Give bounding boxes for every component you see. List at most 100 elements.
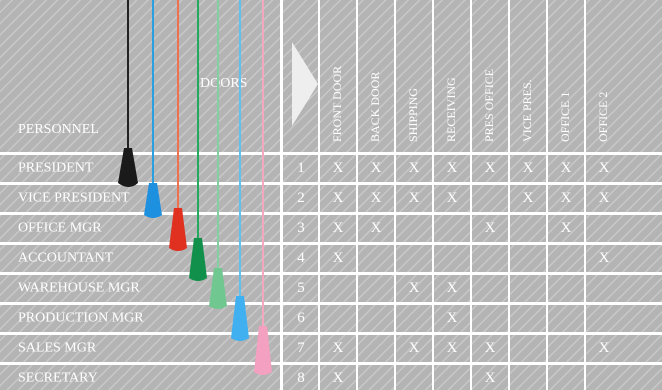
access-cell bbox=[320, 305, 356, 332]
access-mark: X bbox=[447, 160, 458, 176]
row-number-cell bbox=[283, 335, 318, 362]
access-mark: X bbox=[447, 310, 458, 326]
access-cell bbox=[586, 215, 662, 242]
access-cell bbox=[586, 335, 662, 362]
row-name: OFFICE MGR bbox=[18, 221, 102, 236]
row-name-cell bbox=[0, 335, 280, 362]
column-header bbox=[548, 0, 584, 152]
access-cell bbox=[320, 365, 356, 390]
column-header bbox=[510, 0, 546, 152]
access-cell bbox=[586, 245, 662, 272]
access-cell bbox=[586, 305, 662, 332]
access-mark: X bbox=[485, 160, 496, 176]
access-mark: X bbox=[485, 340, 496, 356]
access-cell bbox=[434, 215, 470, 242]
key-tags bbox=[118, 0, 272, 375]
access-mark: X bbox=[333, 220, 344, 236]
row-name-cell bbox=[0, 245, 280, 272]
row-number-cell bbox=[283, 365, 318, 390]
access-mark: X bbox=[333, 250, 344, 266]
access-cell bbox=[548, 215, 584, 242]
row-number: 8 bbox=[297, 370, 305, 386]
access-mark: X bbox=[561, 220, 572, 236]
row-name: ACCOUNTANT bbox=[18, 251, 114, 266]
access-cell bbox=[358, 275, 394, 302]
access-mark: X bbox=[447, 190, 458, 206]
column-header bbox=[472, 0, 508, 152]
row-number-cell bbox=[283, 275, 318, 302]
access-cell bbox=[320, 275, 356, 302]
access-mark: X bbox=[371, 190, 382, 206]
column-label: OFFICE 2 bbox=[596, 92, 610, 142]
access-cell bbox=[434, 365, 470, 390]
access-cell bbox=[396, 185, 432, 212]
row-name: WAREHOUSE MGR bbox=[18, 281, 140, 296]
row-number: 5 bbox=[297, 280, 305, 296]
row-name: SECRETARY bbox=[18, 371, 98, 386]
access-cell bbox=[396, 335, 432, 362]
access-mark: X bbox=[333, 370, 344, 386]
row-number: 4 bbox=[297, 250, 305, 266]
access-cell bbox=[434, 155, 470, 182]
column-label: BACK DOOR bbox=[368, 72, 382, 142]
access-cell bbox=[510, 335, 546, 362]
access-cell bbox=[358, 335, 394, 362]
access-cell bbox=[396, 275, 432, 302]
access-mark: X bbox=[599, 340, 610, 356]
access-cell bbox=[396, 155, 432, 182]
access-cell bbox=[510, 275, 546, 302]
access-cell bbox=[548, 305, 584, 332]
access-cell bbox=[548, 275, 584, 302]
access-cell bbox=[434, 335, 470, 362]
access-cell bbox=[510, 215, 546, 242]
access-cell bbox=[358, 155, 394, 182]
column-header bbox=[586, 0, 662, 152]
access-cell bbox=[586, 185, 662, 212]
access-cell bbox=[548, 245, 584, 272]
personnel-label: PERSONNEL bbox=[18, 122, 99, 137]
access-cell bbox=[434, 185, 470, 212]
access-mark: X bbox=[523, 160, 534, 176]
access-cell bbox=[510, 305, 546, 332]
access-cell bbox=[586, 155, 662, 182]
row-number: 7 bbox=[297, 340, 305, 356]
row-number-cell bbox=[283, 245, 318, 272]
access-cell bbox=[434, 305, 470, 332]
row-number-cell bbox=[283, 215, 318, 242]
access-mark: X bbox=[409, 190, 420, 206]
access-cell bbox=[434, 245, 470, 272]
arrow bbox=[292, 42, 318, 126]
access-cell bbox=[548, 335, 584, 362]
row-name: SALES MGR bbox=[18, 341, 97, 356]
access-cell bbox=[472, 185, 508, 212]
doors-label: DOORS bbox=[200, 76, 247, 91]
access-cell bbox=[320, 155, 356, 182]
column-label: PRES OFFICE bbox=[482, 69, 496, 142]
row-number-cell bbox=[283, 155, 318, 182]
access-mark: X bbox=[371, 160, 382, 176]
access-mark: X bbox=[599, 190, 610, 206]
column-label: FRONT DOOR bbox=[330, 66, 344, 142]
access-cell bbox=[358, 365, 394, 390]
access-mark: X bbox=[561, 190, 572, 206]
access-mark: X bbox=[409, 340, 420, 356]
row-name-cell bbox=[0, 215, 280, 242]
column-header bbox=[396, 0, 432, 152]
column-label: OFFICE 1 bbox=[558, 92, 572, 142]
row-name: PRODUCTION MGR bbox=[18, 311, 144, 326]
access-cell bbox=[320, 215, 356, 242]
access-mark: X bbox=[409, 280, 420, 296]
access-cell bbox=[320, 335, 356, 362]
access-cell bbox=[396, 245, 432, 272]
column-header bbox=[434, 0, 470, 152]
access-cell bbox=[510, 155, 546, 182]
row-name-cell bbox=[0, 365, 280, 390]
access-mark: X bbox=[409, 160, 420, 176]
column-label: VICE PRES. bbox=[520, 79, 534, 142]
access-cell bbox=[358, 215, 394, 242]
access-cell bbox=[586, 275, 662, 302]
access-cell bbox=[548, 155, 584, 182]
access-mark: X bbox=[523, 190, 534, 206]
access-cell bbox=[320, 185, 356, 212]
access-cell bbox=[358, 245, 394, 272]
